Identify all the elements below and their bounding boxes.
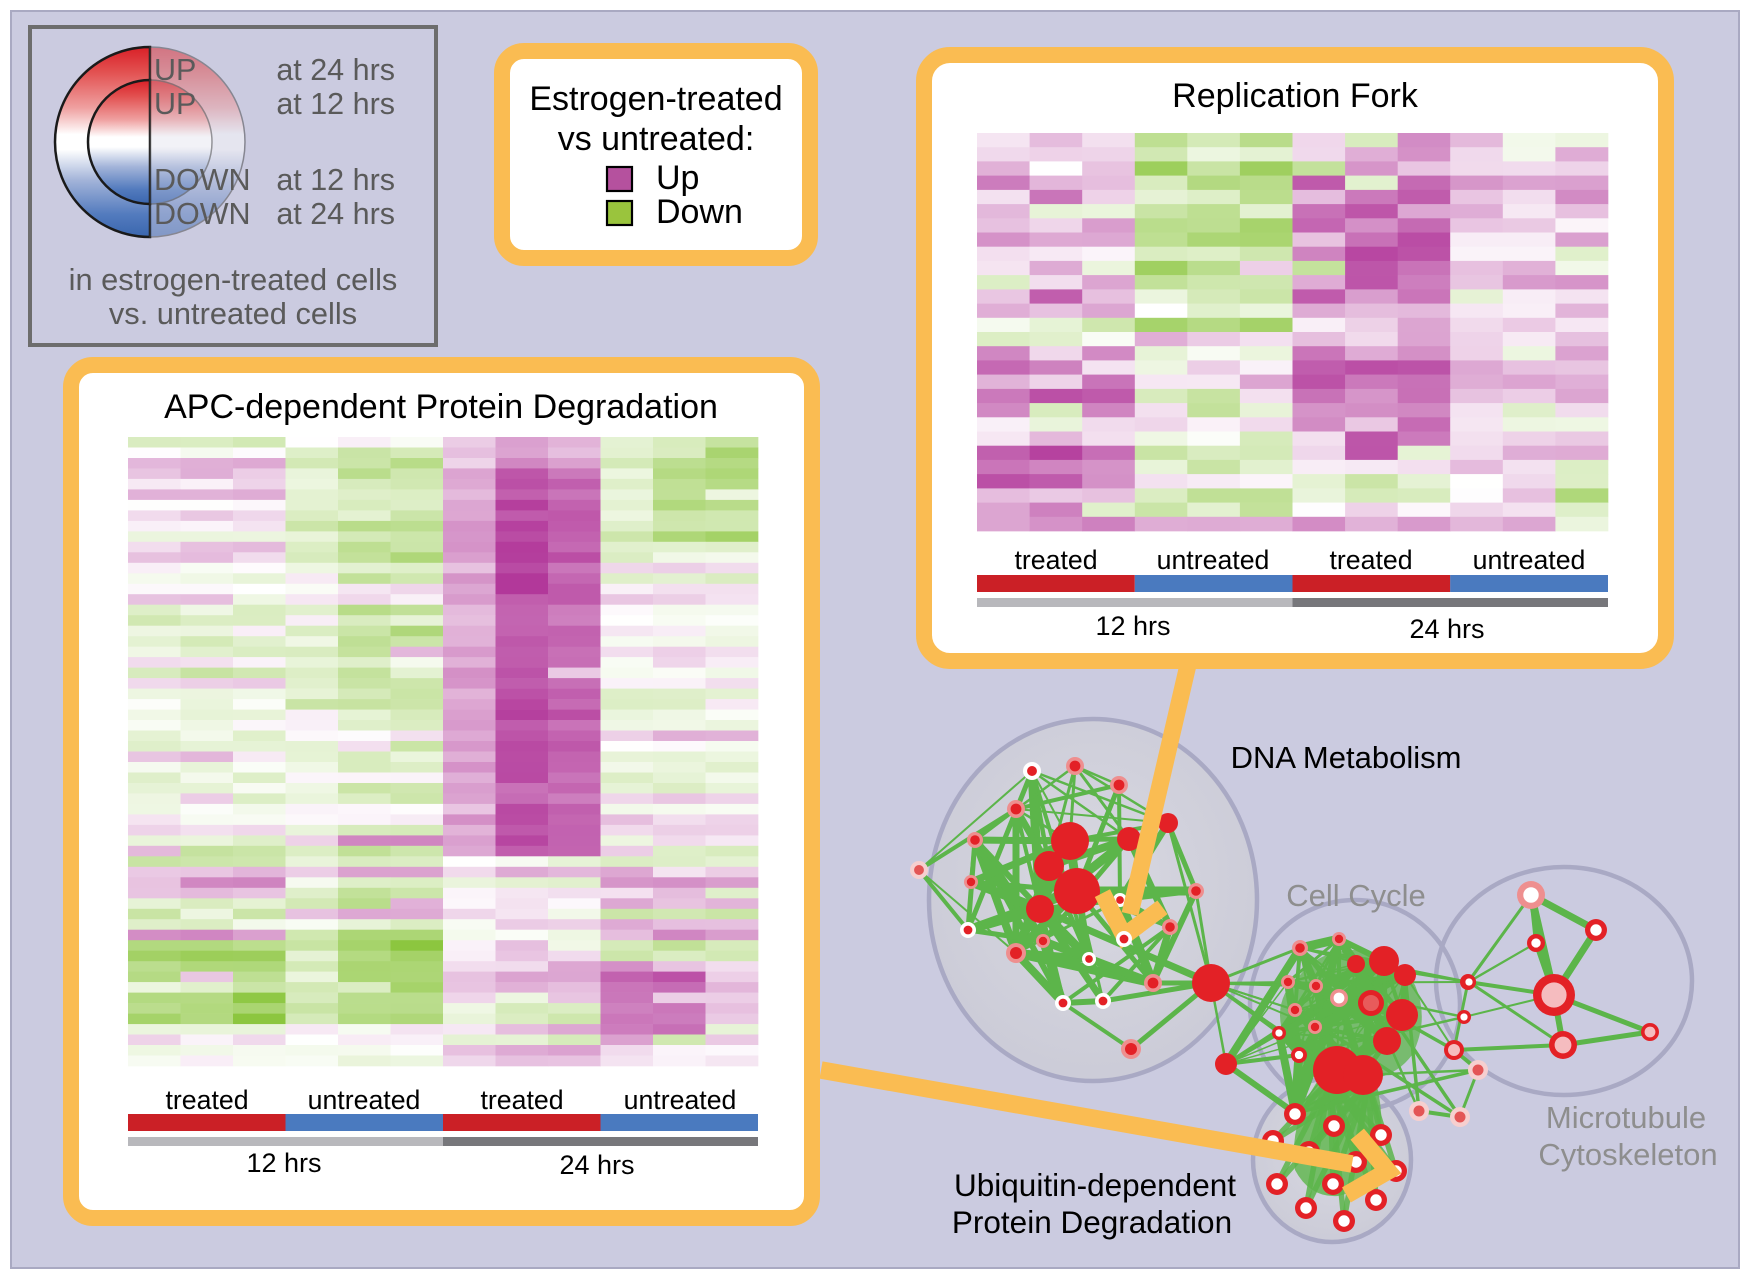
svg-text:treated: treated: [480, 1085, 563, 1115]
svg-text:24 hrs: 24 hrs: [559, 1150, 634, 1180]
svg-text:vs untreated:: vs untreated:: [558, 120, 755, 158]
svg-text:Up: Up: [656, 159, 699, 197]
svg-text:untreated: untreated: [1157, 545, 1270, 575]
svg-text:Down: Down: [656, 193, 743, 231]
svg-text:vs. untreated cells: vs. untreated cells: [109, 296, 357, 331]
svg-text:DOWN: DOWN: [154, 197, 251, 231]
svg-text:treated: treated: [1329, 545, 1412, 575]
svg-text:24 hrs: 24 hrs: [1409, 614, 1484, 644]
svg-text:untreated: untreated: [308, 1085, 421, 1115]
svg-text:Cytoskeleton: Cytoskeleton: [1538, 1137, 1717, 1172]
svg-text:untreated: untreated: [1473, 545, 1586, 575]
svg-text:12 hrs: 12 hrs: [1095, 611, 1170, 641]
svg-text:Microtubule: Microtubule: [1546, 1100, 1706, 1135]
svg-text:in estrogen-treated cells: in estrogen-treated cells: [69, 262, 398, 297]
svg-text:APC-dependent Protein Degradat: APC-dependent Protein Degradation: [164, 388, 718, 426]
svg-text:DOWN: DOWN: [154, 163, 251, 197]
svg-text:Cell Cycle: Cell Cycle: [1286, 878, 1426, 913]
svg-text:12 hrs: 12 hrs: [246, 1148, 321, 1178]
svg-text:at 12 hrs: at 12 hrs: [276, 87, 395, 121]
svg-text:untreated: untreated: [624, 1085, 737, 1115]
svg-text:UP: UP: [154, 87, 196, 121]
svg-text:at 24 hrs: at 24 hrs: [276, 197, 395, 231]
svg-text:at 24 hrs: at 24 hrs: [276, 53, 395, 87]
svg-text:treated: treated: [165, 1085, 248, 1115]
svg-text:Ubiquitin-dependent: Ubiquitin-dependent: [954, 1167, 1236, 1203]
svg-text:Protein Degradation: Protein Degradation: [952, 1204, 1232, 1240]
svg-text:at 12 hrs: at 12 hrs: [276, 163, 395, 197]
svg-text:treated: treated: [1014, 545, 1097, 575]
svg-text:Estrogen-treated: Estrogen-treated: [529, 80, 782, 118]
svg-text:DNA Metabolism: DNA Metabolism: [1231, 740, 1462, 775]
svg-text:Replication Fork: Replication Fork: [1172, 77, 1419, 115]
svg-text:UP: UP: [154, 53, 196, 87]
